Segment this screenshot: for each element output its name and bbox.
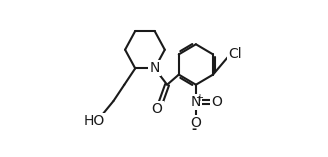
Text: N: N: [150, 61, 160, 75]
Text: HO: HO: [83, 114, 105, 128]
Text: O: O: [152, 102, 162, 116]
Text: N: N: [191, 95, 201, 109]
Text: Cl: Cl: [228, 47, 242, 61]
Text: O: O: [211, 95, 222, 109]
Text: -: -: [192, 123, 197, 136]
Text: +: +: [195, 93, 203, 103]
Text: O: O: [191, 116, 201, 130]
